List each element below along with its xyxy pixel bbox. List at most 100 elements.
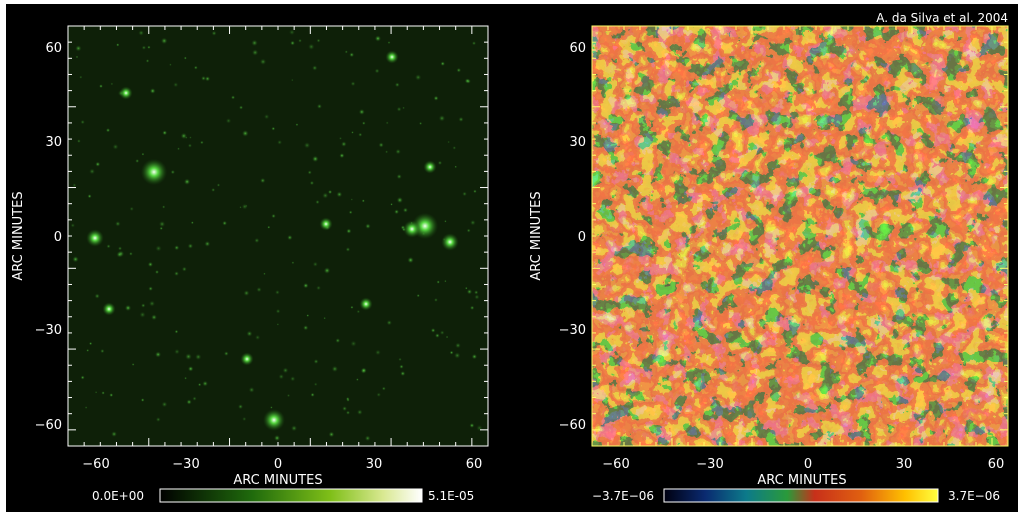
faint-source [306,314,310,317]
faint-source [440,61,446,67]
faint-source [267,225,271,229]
faint-source [458,116,464,122]
right-ytick-label: −60 [559,418,586,433]
faint-source [386,319,392,326]
left-colorbar [159,488,423,503]
faint-source [316,285,321,291]
faint-source [402,207,409,213]
faint-source [338,136,343,140]
faint-source [288,29,296,36]
faint-source [350,340,357,347]
bright-source [263,409,285,431]
faint-source [430,328,436,333]
faint-source [158,220,166,228]
bright-source [102,302,116,316]
faint-source [70,223,76,228]
faint-source [298,38,302,43]
faint-source [390,203,393,206]
faint-source [88,341,93,346]
faint-source [200,140,204,145]
faint-source [316,38,321,43]
faint-source [140,398,145,402]
faint-source [341,141,347,147]
faint-source [129,206,134,212]
faint-source [471,353,478,360]
faint-source [116,251,123,258]
faint-source [323,316,326,320]
faint-source [238,105,244,110]
faint-source [361,121,366,125]
faint-source [361,199,365,203]
faint-source [322,192,329,199]
faint-source [342,406,348,412]
faint-source [117,246,123,251]
faint-source [290,376,296,382]
faint-source [444,219,447,223]
faint-source [444,279,447,283]
left-colorbar-max-label: 5.1E-05 [428,489,474,503]
faint-source [181,266,187,272]
faint-source [184,376,188,380]
faint-source [328,431,335,438]
faint-source [385,121,389,125]
left-xtick-label: −30 [172,457,199,472]
left-xtick-label: 60 [466,457,483,472]
faint-source [115,220,121,227]
faint-source [105,128,111,133]
faint-source [456,67,462,73]
faint-source [248,386,255,393]
right-ytick-label: 0 [578,230,586,245]
faint-source [222,220,228,226]
faint-source [72,256,79,263]
faint-source [192,396,197,401]
faint-source [242,416,247,422]
faint-source [110,82,114,86]
faint-source [414,74,422,81]
faint-source [346,398,350,402]
faint-source [202,380,209,387]
faint-source [358,132,363,137]
faint-source [436,280,440,284]
right-xtick-label: 30 [896,457,913,472]
faint-source [149,88,156,94]
faint-source [273,434,281,442]
faint-source [270,406,273,409]
faint-source [303,325,309,331]
faint-source [223,351,229,357]
faint-source [473,189,477,194]
faint-source [316,103,323,109]
bright-source [359,297,373,311]
faint-source [419,121,423,126]
faint-source [348,210,353,215]
bright-source [441,233,459,251]
faint-source [239,206,242,209]
faint-source [470,219,476,226]
faint-source [295,123,299,127]
faint-source [148,286,154,292]
faint-source [174,329,179,334]
faint-source [360,367,367,374]
left-xtick-label: 30 [366,457,383,472]
faint-source [112,143,119,150]
faint-source [323,267,331,274]
right-map-panel: A. da Silva et al. 2004 −60 −30 0 30 60 … [529,11,1009,503]
faint-source [87,194,92,199]
faint-source [101,391,105,395]
faint-source [161,401,168,408]
faint-source [75,45,82,52]
faint-source [147,261,154,268]
faint-source [259,58,267,65]
bright-source [240,352,254,366]
faint-source [189,136,192,139]
faint-source [438,114,446,122]
right-x-axis-label: ARC MINUTES [757,473,846,488]
faint-source [174,271,180,277]
bright-source [319,217,333,231]
faint-source [276,323,280,326]
faint-source [197,382,202,387]
faint-source [174,348,180,355]
faint-source [381,386,386,391]
right-colorbar-min-label: −3.7E−06 [592,489,654,503]
faint-source [364,435,371,442]
left-axis-ticks [68,26,488,446]
